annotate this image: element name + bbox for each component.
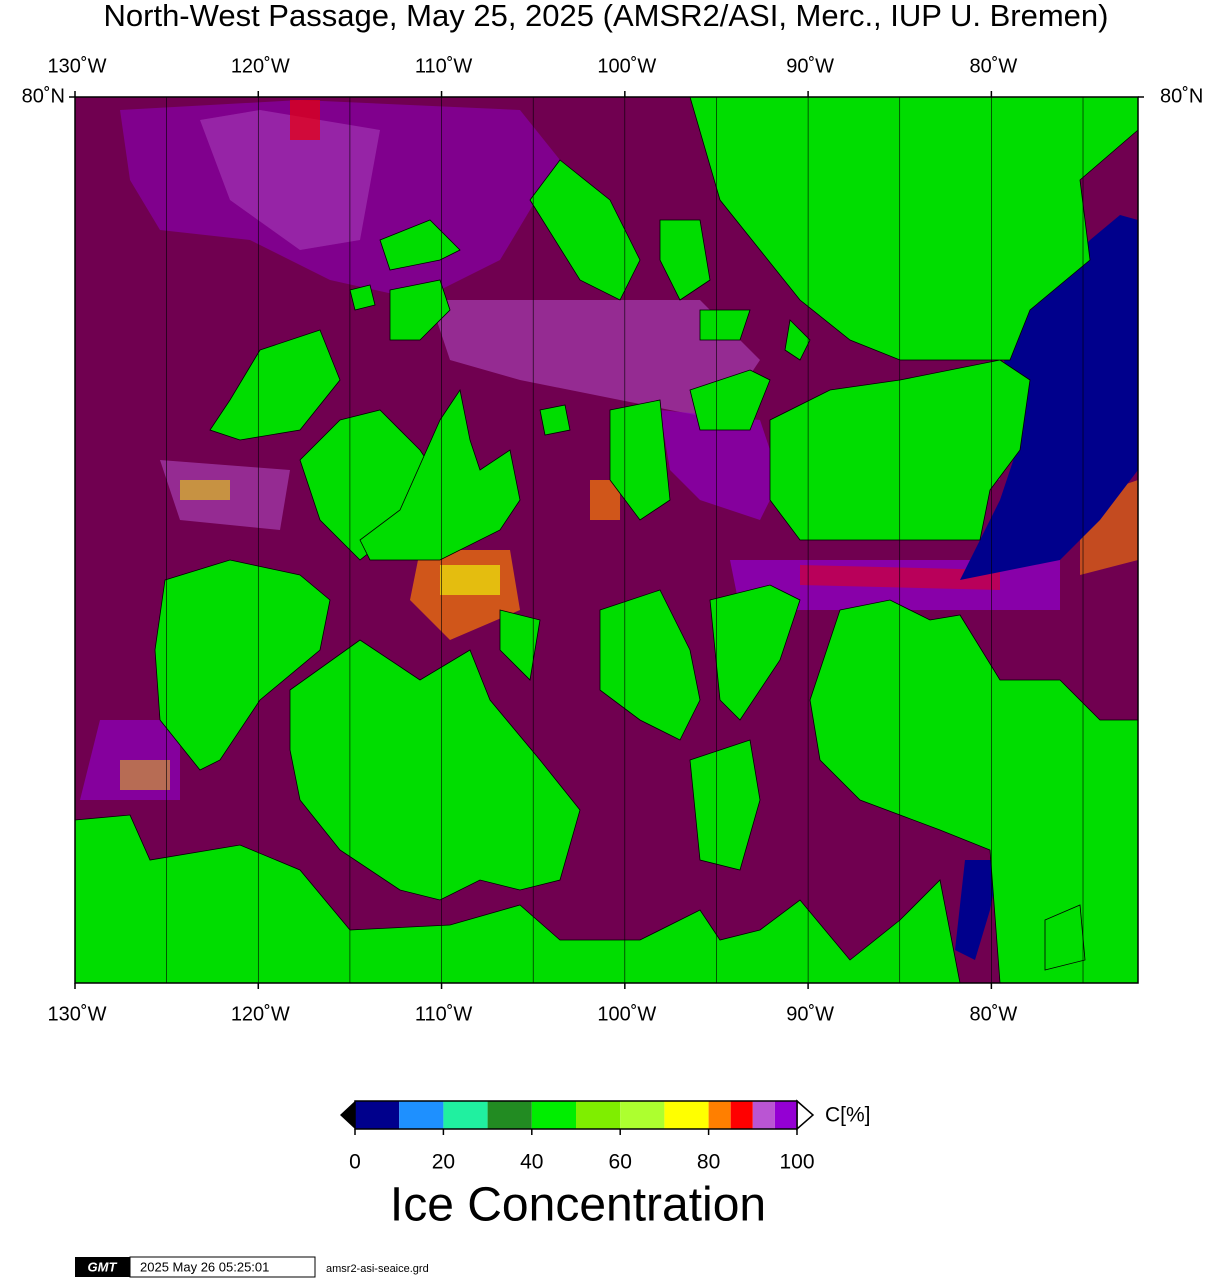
colorbar-segment bbox=[576, 1101, 621, 1129]
colorbar-segment bbox=[730, 1101, 753, 1129]
logo: GMT bbox=[88, 1259, 118, 1274]
lon-label: 100˚W bbox=[597, 55, 656, 77]
colorbar-unit: C[%] bbox=[825, 1104, 871, 1127]
colorbar-segment bbox=[708, 1101, 731, 1129]
lon-label: 120˚W bbox=[231, 1003, 290, 1025]
lon-label: 100˚W bbox=[597, 1003, 656, 1025]
colorbar-segment bbox=[487, 1101, 532, 1129]
colorbar-over-arrow bbox=[796, 1099, 815, 1131]
lon-label: 90˚W bbox=[786, 55, 834, 77]
colorbar-segment bbox=[752, 1101, 775, 1129]
colorbar-title: Ice Concentration bbox=[390, 1179, 766, 1232]
map-frame bbox=[74, 96, 1139, 984]
colorbar-segment bbox=[774, 1101, 797, 1129]
lon-label: 130˚W bbox=[48, 55, 107, 77]
colorbar: 0 20 40 60 80 100 bbox=[340, 1099, 815, 1174]
lat-label: 80˚N bbox=[1160, 85, 1203, 107]
colorbar-tick-label: 0 bbox=[349, 1151, 361, 1174]
file-name: amsr2-asi-seaice.grd bbox=[326, 1263, 429, 1275]
colorbar-frame bbox=[354, 1100, 798, 1130]
colorbar-segment bbox=[620, 1101, 665, 1129]
logo-box bbox=[75, 1257, 130, 1277]
lon-label: 130˚W bbox=[48, 1003, 107, 1025]
colorbar-segment bbox=[399, 1101, 444, 1129]
lon-label: 110˚W bbox=[415, 55, 473, 77]
lat-label: 80˚N bbox=[22, 85, 65, 107]
lon-label: 110˚W bbox=[415, 1003, 473, 1025]
colorbar-tick-label: 20 bbox=[432, 1151, 455, 1174]
colorbar-segment bbox=[355, 1101, 400, 1129]
colorbar-tick-label: 80 bbox=[697, 1151, 720, 1174]
map-title: North-West Passage, May 25, 2025 (AMSR2/… bbox=[104, 0, 1109, 33]
timestamp: 2025 May 26 05:25:01 bbox=[140, 1259, 269, 1274]
colorbar-tick-label: 60 bbox=[609, 1151, 632, 1174]
graticule bbox=[166, 97, 1084, 983]
timestamp-box bbox=[129, 1256, 316, 1278]
lon-label: 90˚W bbox=[786, 1003, 834, 1025]
colorbar-under-arrow bbox=[340, 1101, 355, 1129]
footer: GMT 2025 May 26 05:25:01 amsr2-asi-seaic… bbox=[75, 1256, 429, 1278]
colorbar-segment bbox=[531, 1101, 576, 1129]
lon-label: 80˚W bbox=[969, 1003, 1017, 1025]
colorbar-tick-label: 40 bbox=[520, 1151, 543, 1174]
open-water bbox=[955, 860, 1000, 960]
lon-label: 120˚W bbox=[231, 55, 290, 77]
lon-label: 80˚W bbox=[969, 55, 1017, 77]
colorbar-segment bbox=[443, 1101, 488, 1129]
colorbar-segment bbox=[664, 1101, 709, 1129]
map bbox=[74, 96, 1139, 984]
open-water bbox=[960, 215, 1138, 580]
colorbar-tick-label: 100 bbox=[779, 1151, 814, 1174]
